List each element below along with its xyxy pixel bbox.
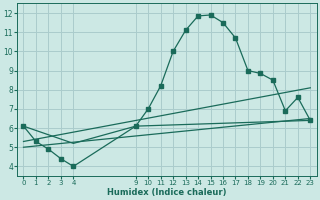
X-axis label: Humidex (Indice chaleur): Humidex (Indice chaleur) [107,188,227,197]
